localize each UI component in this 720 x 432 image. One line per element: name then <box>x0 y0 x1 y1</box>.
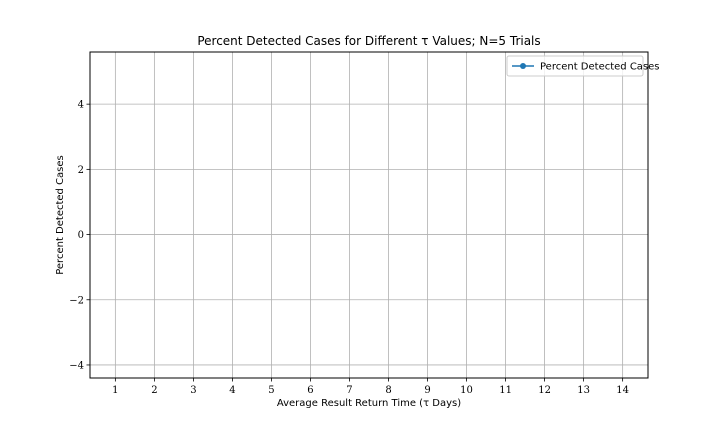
x-tick-label: 6 <box>307 385 313 396</box>
y-tick-label: 0 <box>78 230 84 241</box>
x-tick-label: 9 <box>424 385 430 396</box>
y-axis: −4 −2 0 2 4 <box>69 100 90 371</box>
y-tick-label: 2 <box>78 165 84 176</box>
x-tick-label: 1 <box>112 385 118 396</box>
y-tick-label: −2 <box>69 295 84 306</box>
legend: Percent Detected Cases <box>506 55 660 77</box>
x-tick-label: 7 <box>346 385 352 396</box>
x-tick-label: 8 <box>385 385 391 396</box>
x-tick-label: 11 <box>499 385 512 396</box>
x-tick-label: 4 <box>229 385 235 396</box>
x-tick-label: 10 <box>460 385 473 396</box>
grid <box>90 52 648 378</box>
legend-box <box>506 55 644 77</box>
x-tick-label: 5 <box>268 385 274 396</box>
x-tick-label: 14 <box>616 385 629 396</box>
legend-label: Percent Detected Cases <box>540 62 660 73</box>
legend-marker <box>520 63 526 69</box>
y-axis-label: Percent Detected Cases <box>55 155 66 275</box>
x-tick-label: 2 <box>151 385 157 396</box>
y-tick-label: −4 <box>69 360 84 371</box>
y-tick-label: 4 <box>78 100 84 111</box>
x-tick-label: 13 <box>577 385 590 396</box>
x-tick-label: 12 <box>538 385 551 396</box>
plot-frame <box>89 51 649 379</box>
x-axis: 1 2 3 4 5 6 7 8 9 10 11 12 13 14 <box>112 378 629 396</box>
x-axis-label: Average Result Return Time (τ Days) <box>277 398 461 409</box>
chart-title: Percent Detected Cases for Different τ V… <box>197 34 540 48</box>
x-tick-label: 3 <box>190 385 196 396</box>
